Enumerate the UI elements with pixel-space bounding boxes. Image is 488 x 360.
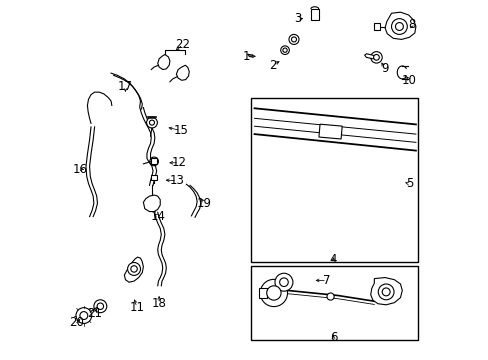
Circle shape bbox=[373, 54, 379, 60]
Circle shape bbox=[131, 266, 137, 272]
Bar bbox=[373, 23, 379, 30]
Circle shape bbox=[76, 308, 92, 323]
Circle shape bbox=[260, 279, 287, 307]
Polygon shape bbox=[384, 12, 415, 40]
Circle shape bbox=[97, 303, 103, 310]
Circle shape bbox=[279, 278, 287, 287]
Circle shape bbox=[370, 51, 382, 63]
Text: 18: 18 bbox=[151, 297, 166, 310]
Polygon shape bbox=[176, 65, 189, 80]
Circle shape bbox=[274, 273, 292, 291]
Circle shape bbox=[391, 19, 407, 35]
Circle shape bbox=[282, 48, 286, 52]
Bar bbox=[310, 9, 318, 21]
Bar bbox=[150, 158, 157, 164]
Circle shape bbox=[378, 284, 393, 300]
Circle shape bbox=[127, 262, 140, 275]
Circle shape bbox=[288, 35, 298, 44]
Circle shape bbox=[382, 288, 389, 296]
Circle shape bbox=[326, 293, 333, 300]
Text: 10: 10 bbox=[401, 74, 416, 87]
Polygon shape bbox=[143, 195, 160, 212]
Circle shape bbox=[291, 37, 296, 42]
Text: 9: 9 bbox=[381, 62, 388, 75]
Bar bbox=[250, 266, 417, 339]
Circle shape bbox=[80, 312, 88, 319]
Text: 11: 11 bbox=[129, 301, 144, 314]
Text: 1: 1 bbox=[242, 50, 249, 63]
Text: 22: 22 bbox=[175, 38, 190, 51]
Polygon shape bbox=[158, 54, 169, 69]
Polygon shape bbox=[370, 278, 402, 305]
Bar bbox=[250, 98, 417, 262]
Polygon shape bbox=[364, 54, 376, 59]
Text: 12: 12 bbox=[171, 156, 186, 169]
Circle shape bbox=[395, 23, 403, 31]
Text: 2: 2 bbox=[268, 59, 276, 72]
Text: 14: 14 bbox=[151, 210, 165, 223]
Text: 20: 20 bbox=[69, 316, 84, 329]
Text: 8: 8 bbox=[408, 18, 415, 31]
Text: 4: 4 bbox=[329, 253, 337, 266]
Bar bbox=[258, 288, 266, 298]
Circle shape bbox=[266, 286, 281, 300]
Circle shape bbox=[149, 120, 154, 125]
Text: 16: 16 bbox=[73, 163, 87, 176]
Text: 7: 7 bbox=[323, 274, 330, 287]
Text: 17: 17 bbox=[118, 80, 133, 93]
Circle shape bbox=[94, 300, 106, 313]
Bar bbox=[150, 175, 157, 180]
Circle shape bbox=[280, 46, 289, 54]
Text: 5: 5 bbox=[405, 177, 412, 190]
FancyBboxPatch shape bbox=[318, 124, 342, 139]
Polygon shape bbox=[124, 257, 143, 282]
Text: 19: 19 bbox=[197, 197, 211, 210]
Text: 3: 3 bbox=[293, 12, 301, 25]
Text: 13: 13 bbox=[169, 174, 184, 187]
Text: 6: 6 bbox=[329, 331, 337, 344]
Circle shape bbox=[149, 157, 158, 166]
Circle shape bbox=[146, 117, 157, 128]
Text: 15: 15 bbox=[173, 124, 188, 137]
Text: 21: 21 bbox=[87, 307, 102, 320]
